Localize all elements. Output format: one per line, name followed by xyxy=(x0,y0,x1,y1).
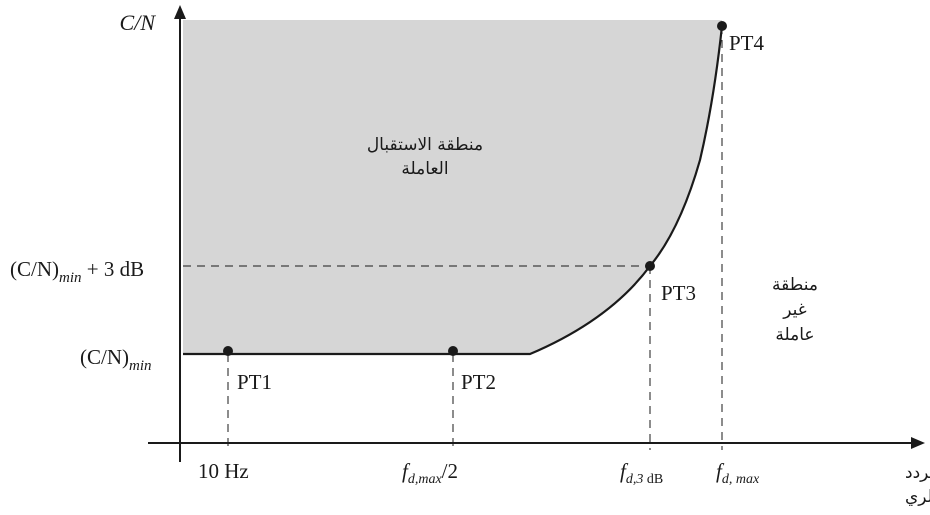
x-axis-label-line1: التردد xyxy=(905,463,930,483)
x-tick-fdmax-half: fd,max/2 xyxy=(402,459,458,487)
working-region-label-line1: منطقة الاستقبال xyxy=(367,135,483,155)
nonworking-region-label-line1: منطقة xyxy=(772,275,818,295)
point-pt1 xyxy=(223,346,233,356)
working-region xyxy=(183,20,722,354)
y-axis-label: C/N xyxy=(120,10,157,35)
x-tick-10hz: 10 Hz xyxy=(198,459,249,483)
y-tick-cn-min: (C/N)min xyxy=(80,345,152,374)
pt3-label: PT3 xyxy=(661,281,696,305)
nonworking-region-label-line3: عاملة xyxy=(775,325,814,345)
point-pt3 xyxy=(645,261,655,271)
point-pt4 xyxy=(717,21,727,31)
point-pt2 xyxy=(448,346,458,356)
pt1-label: PT1 xyxy=(237,370,272,394)
y-tick-cn-min-3db: (C/N)min + 3 dB xyxy=(10,257,144,286)
working-region-label-line2: العاملة xyxy=(401,159,448,179)
x-axis-label-line2: الدوبلري xyxy=(905,487,930,507)
nonworking-region-label-line2: غير xyxy=(782,300,807,320)
pt4-label: PT4 xyxy=(729,31,765,55)
pt2-label: PT2 xyxy=(461,370,496,394)
x-tick-fd3db: fd,3 dB xyxy=(620,459,663,487)
threshold-curve xyxy=(183,25,724,356)
x-tick-fdmax: fd, max xyxy=(716,459,760,487)
